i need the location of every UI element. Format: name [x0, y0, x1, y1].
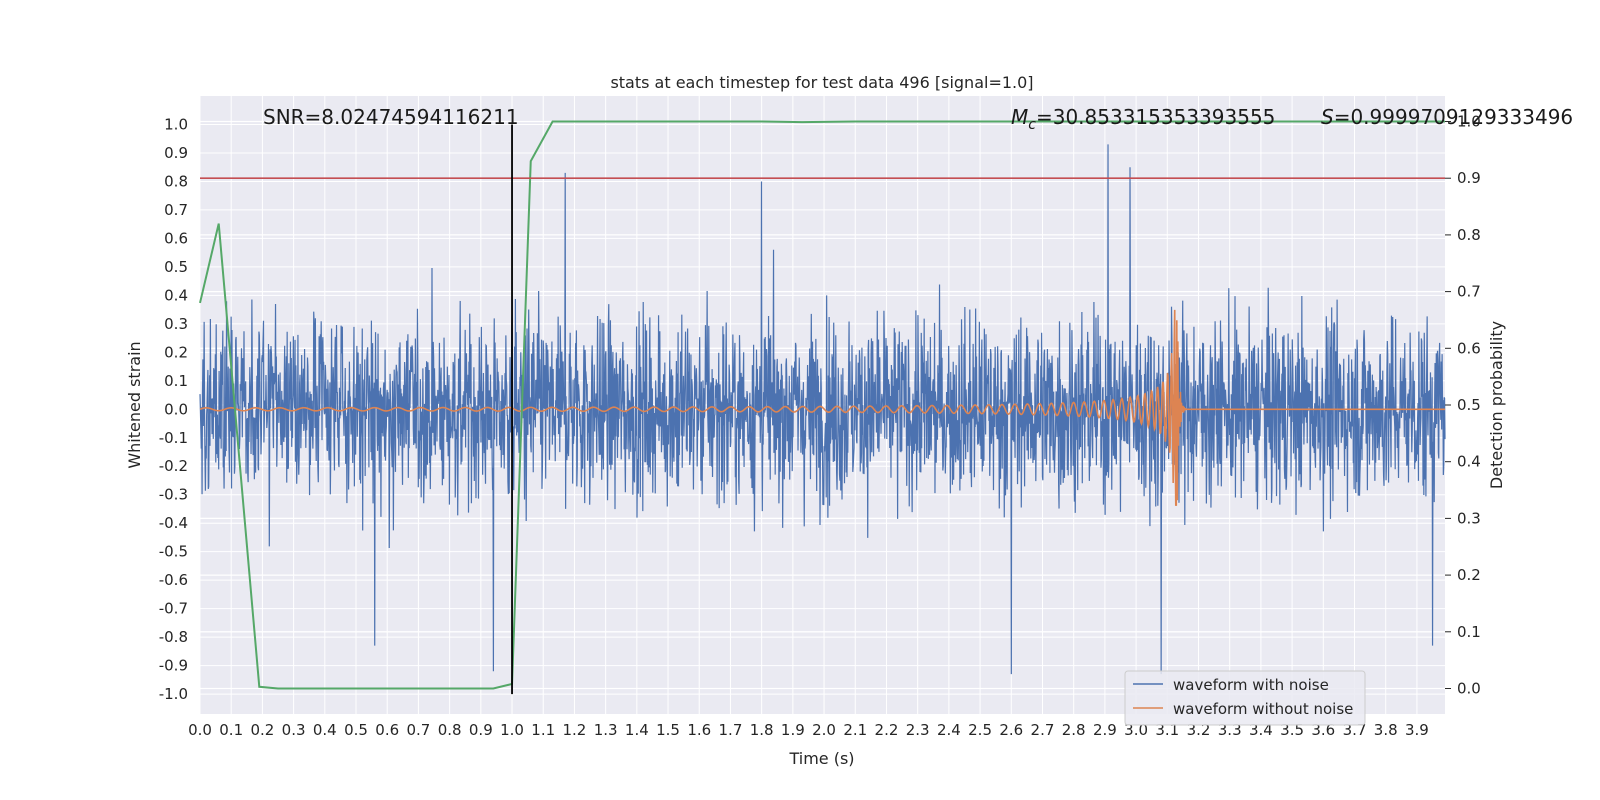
x-tick-label: 1.3	[594, 721, 618, 739]
right-tick-label: 0.4	[1457, 453, 1481, 471]
x-tick-label: 0.1	[219, 721, 243, 739]
left-tick-label: 0.4	[164, 286, 188, 304]
x-tick-label: 0.8	[438, 721, 462, 739]
left-tick-label: 0.7	[164, 201, 188, 219]
left-axis-ticks: 1.0 0.9 0.8 0.7 0.6 0.5 0.4 0.3 0.2 0.1 0.0 -0.1 -0.…	[159, 115, 188, 703]
x-tick-label: 3.9	[1405, 721, 1429, 739]
x-tick-label: 2.1	[843, 721, 867, 739]
x-tick-label: 0.9	[469, 721, 493, 739]
snr-annotation: SNR=8.02474594116211	[263, 105, 519, 129]
chirp-mass-value: =30.853315353393555	[1036, 105, 1275, 129]
left-tick-label: -0.4	[159, 514, 188, 532]
x-tick-label: 1.0	[500, 721, 524, 739]
x-tick-label: 0.6	[375, 721, 399, 739]
legend-label-noise: waveform with noise	[1173, 676, 1329, 694]
x-tick-label: 0.4	[313, 721, 337, 739]
legend-box	[1124, 670, 1366, 726]
chirp-mass-subscript: c	[1028, 117, 1036, 133]
x-tick-label: 1.1	[531, 721, 555, 739]
x-tick-label: 0.0	[188, 721, 212, 739]
left-tick-label: 0.5	[164, 258, 188, 276]
score-value: =0.9999709129333496	[1334, 105, 1573, 129]
score-annotation: S=0.9999709129333496	[1321, 105, 1573, 129]
left-tick-label: -0.7	[159, 600, 188, 618]
x-tick-label: 2.8	[1062, 721, 1086, 739]
x-tick-label: 1.9	[781, 721, 805, 739]
x-tick-label: 1.8	[750, 721, 774, 739]
series-waveform-with-noise	[199, 144, 1446, 675]
right-axis-label: Detection probability	[1487, 321, 1506, 489]
left-tick-label: 0.9	[164, 144, 188, 162]
left-tick-label: -0.2	[159, 457, 188, 475]
series-detection-probability	[199, 120, 1445, 690]
score-symbol: S	[1321, 105, 1334, 129]
left-tick-label: 0.1	[164, 372, 188, 390]
left-axis-label: Whitened strain	[125, 341, 144, 468]
x-tick-label: 1.5	[656, 721, 680, 739]
series-waveform-without-noise	[199, 309, 1445, 506]
x-tick-label: 2.3	[906, 721, 930, 739]
right-axis-ticks: 1.0 0.9 0.8 0.7 0.6 0.5 0.4 0.3 0.2 0.1 0.0	[1445, 113, 1481, 697]
left-tick-label: 0.8	[164, 172, 188, 190]
left-tick-label: -0.5	[159, 543, 188, 561]
right-tick-label: 0.3	[1457, 509, 1481, 527]
x-tick-label: 2.0	[812, 721, 836, 739]
waveform-with-noise-line	[199, 144, 1446, 675]
right-tick-label: 0.2	[1457, 566, 1481, 584]
x-tick-label: 2.5	[968, 721, 992, 739]
x-tick-label: 0.3	[282, 721, 306, 739]
x-tick-label: 2.6	[999, 721, 1023, 739]
left-tick-label: 0.6	[164, 229, 188, 247]
right-tick-label: 0.9	[1457, 169, 1481, 187]
x-tick-label: 2.7	[1031, 721, 1055, 739]
legend: waveform with noise waveform without noi…	[1124, 670, 1366, 726]
left-tick-label: -0.8	[159, 628, 188, 646]
x-tick-label: 1.4	[625, 721, 649, 739]
right-tick-label: 0.7	[1457, 283, 1481, 301]
left-tick-label: 0.2	[164, 343, 188, 361]
left-tick-label: -0.1	[159, 429, 188, 447]
left-tick-label: -1.0	[159, 685, 188, 703]
right-tick-label: 0.1	[1457, 623, 1481, 641]
x-tick-label: 2.4	[937, 721, 961, 739]
x-axis-label: Time (s)	[788, 749, 854, 768]
legend-label-clean: waveform without noise	[1173, 700, 1353, 718]
waveform-without-noise-line	[199, 309, 1445, 506]
left-tick-label: -0.6	[159, 571, 188, 589]
chart-title: stats at each timestep for test data 496…	[610, 73, 1033, 92]
left-tick-label: -0.9	[159, 657, 188, 675]
right-tick-label: 1.0	[1457, 113, 1481, 131]
x-tick-label: 2.2	[875, 721, 899, 739]
detection-probability-line	[199, 120, 1445, 690]
x-tick-label: 1.2	[563, 721, 587, 739]
right-tick-label: 0.0	[1457, 679, 1481, 697]
x-tick-label: 3.8	[1374, 721, 1398, 739]
chirp-mass-symbol: M	[1011, 105, 1028, 129]
left-tick-label: -0.3	[159, 486, 188, 504]
left-tick-label: 0.0	[164, 400, 188, 418]
left-tick-label: 0.3	[164, 315, 188, 333]
right-tick-label: 0.6	[1457, 339, 1481, 357]
x-tick-label: 0.2	[250, 721, 274, 739]
x-tick-label: 1.6	[687, 721, 711, 739]
x-tick-label: 0.5	[344, 721, 368, 739]
x-tick-label: 0.7	[406, 721, 430, 739]
right-tick-label: 0.8	[1457, 226, 1481, 244]
x-tick-label: 2.9	[1093, 721, 1117, 739]
left-tick-label: 1.0	[164, 115, 188, 133]
reference-lines	[200, 124, 1445, 695]
chirp-mass-annotation: Mc=30.853315353393555	[1011, 105, 1275, 133]
right-tick-label: 0.5	[1457, 396, 1481, 414]
x-tick-label: 1.7	[719, 721, 743, 739]
